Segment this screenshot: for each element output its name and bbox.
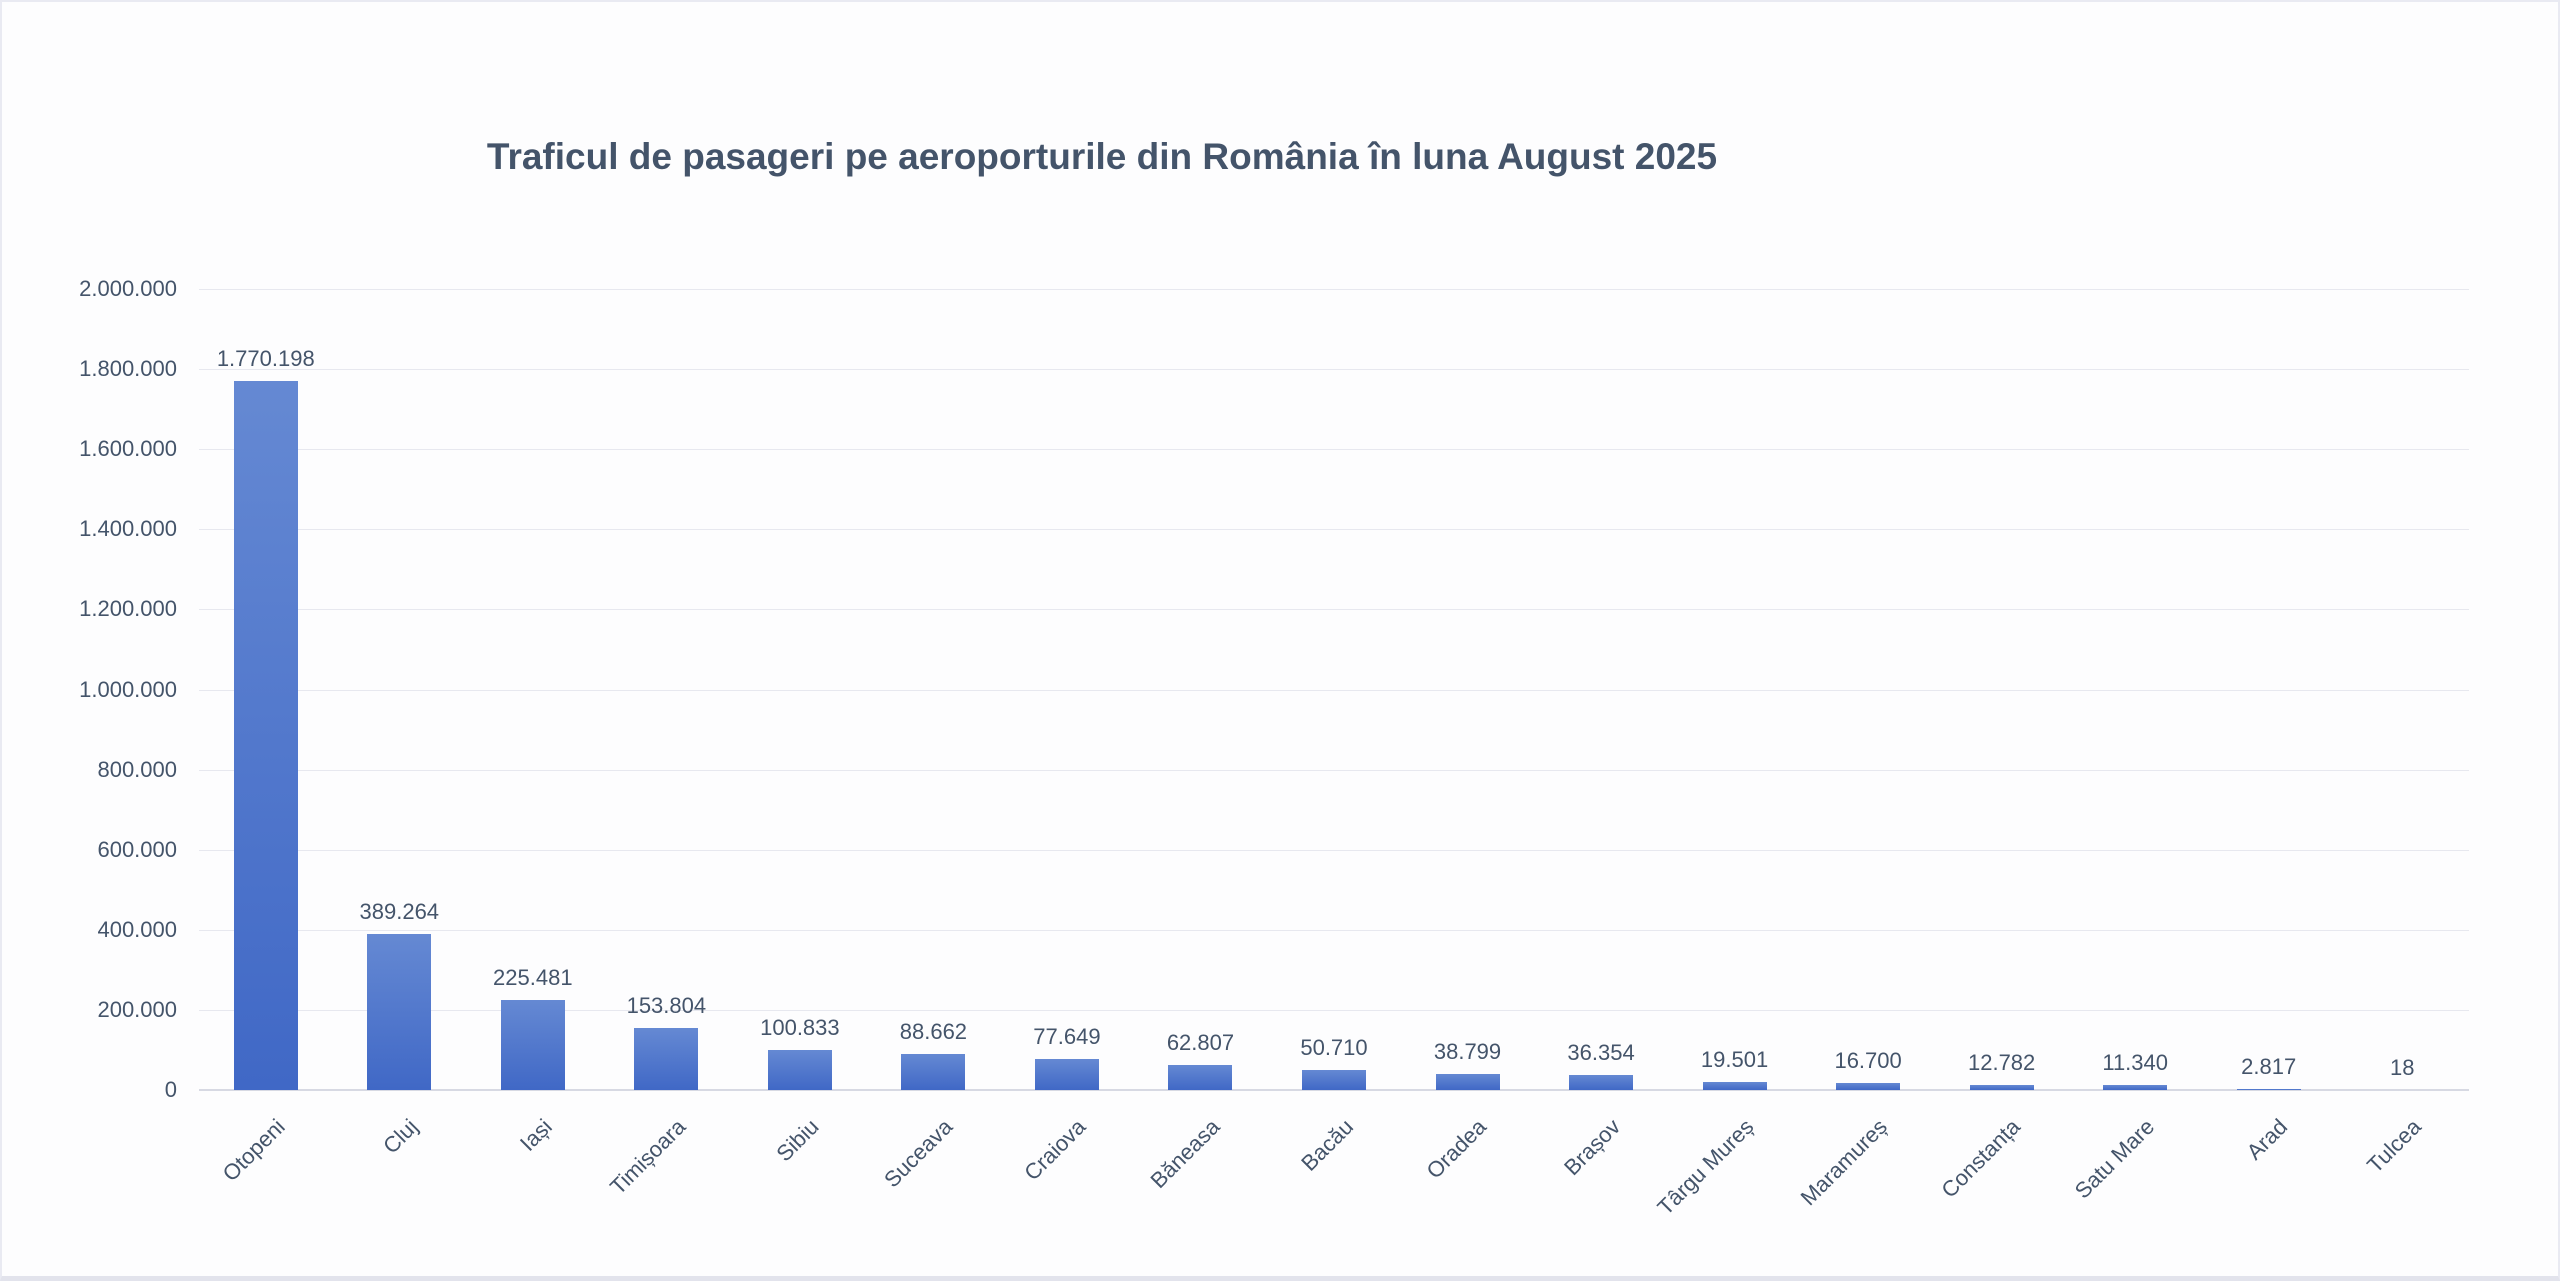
bar-value-label: 389.264 [359,899,440,925]
y-tick-label: 1.400.000 [79,516,177,542]
gridline [199,449,2469,451]
x-category-label: Suceava [878,1114,958,1193]
bar-value-label: 19.501 [1700,1047,1769,1073]
x-category-label: Iași [514,1114,557,1156]
bar-value-label: 88.662 [899,1019,968,1045]
x-category-label: Timișoara [604,1114,691,1200]
gridline [199,849,2469,851]
y-tick-label: 1.000.000 [79,676,177,702]
x-category-label: Maramureș [1795,1114,1892,1211]
y-tick-label: 1.800.000 [79,356,177,382]
y-tick-label: 1.600.000 [79,436,177,462]
bar [2236,1088,2301,1090]
x-category-label: Cluj [378,1114,423,1159]
gridline [199,289,2469,290]
bar-value-label: 100.833 [760,1014,840,1040]
bar-value-label: 1.770.198 [216,346,315,372]
gridline [199,769,2469,771]
bar [1168,1064,1233,1090]
bar-value-label: 153.804 [626,993,707,1019]
gridline [199,529,2469,531]
bar-value-label: 36.354 [1567,1040,1635,1066]
x-category-label: Arad [2241,1114,2293,1165]
bar [634,1028,699,1090]
bar [1969,1084,2034,1090]
bar [1702,1082,1767,1090]
bar [1435,1074,1500,1090]
x-category-label: Oradea [1421,1114,1492,1184]
bar [367,934,432,1090]
bar [1034,1058,1099,1090]
bar-value-label: 225.481 [493,964,573,990]
bar [901,1054,966,1090]
gridline [199,609,2469,611]
y-tick-label: 600.000 [97,836,177,862]
x-category-label: Craiova [1019,1114,1091,1186]
y-tick-label: 0 [164,1077,177,1102]
bar [1836,1083,1901,1090]
chart-title: Traficul de pasageri pe aeroporturile di… [486,136,1718,177]
bar-value-label: 50.710 [1300,1034,1368,1060]
gridline [199,1009,2469,1011]
bar-value-label: 12.782 [1967,1049,2036,1075]
bar [2103,1085,2168,1090]
y-tick-label: 200.000 [97,996,177,1022]
x-category-label: Băneasa [1145,1114,1225,1194]
bar-value-label: 11.340 [2102,1050,2168,1076]
x-axis-line [199,1089,2469,1091]
bar [767,1049,832,1090]
x-category-label: Tulcea [2362,1114,2426,1178]
bar-value-label: 62.807 [1166,1029,1235,1055]
x-category-label: Bacău [1295,1114,1358,1176]
x-category-label: Constanța [1936,1114,2026,1203]
bar [500,999,565,1090]
bar [233,381,298,1090]
bar-value-label: 77.649 [1033,1023,1101,1049]
x-category-label: Otopeni [217,1114,290,1187]
y-tick-label: 1.200.000 [79,596,177,622]
y-tick-label: 400.000 [97,916,177,942]
x-category-label: Satu Mare [2069,1114,2159,1204]
x-category-label: Brașov [1558,1114,1625,1181]
gridline [199,689,2469,691]
x-category-label: Sibiu [771,1114,824,1167]
bar-value-label: 18 [2389,1054,2415,1080]
y-tick-label: 800.000 [97,756,177,782]
gridline [199,929,2469,931]
x-category-label: Târgu Mureș [1652,1114,1759,1220]
y-tick-label: 2.000.000 [79,276,177,301]
bar [1302,1069,1366,1090]
bar-value-label: 2.817 [2241,1053,2297,1079]
gridline [199,369,2469,371]
bar [1569,1075,1634,1090]
bar-value-label: 16.700 [1834,1048,1902,1074]
bar-value-label: 38.799 [1433,1039,1502,1065]
